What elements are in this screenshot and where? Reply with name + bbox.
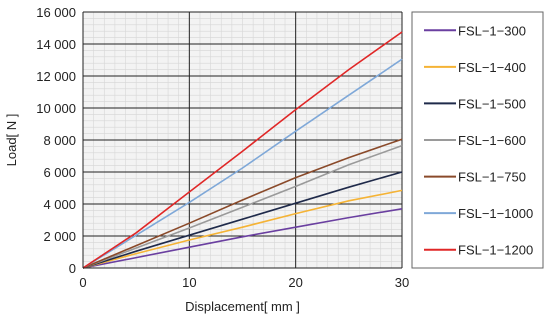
x-axis-label: Displacement[ mm ]: [185, 299, 300, 314]
y-tick-label: 12 000: [36, 69, 76, 84]
y-axis-ticks: 0 2 000 4 000 6 000 8 000 10 000 12 000 14 000 1…: [36, 5, 76, 276]
legend-label: FSL−1−500: [458, 96, 526, 111]
series-line-6: [82, 58, 403, 269]
series-layer: [82, 31, 403, 269]
x-axis-ticks: 0 10 20 30: [79, 275, 409, 290]
y-tick-label: 6 000: [43, 165, 76, 180]
y-axis-label: Load[ N ]: [4, 114, 19, 167]
y-tick-label: 14 000: [36, 37, 76, 52]
legend-label: FSL−1−300: [458, 23, 526, 38]
legend-label: FSL−1−750: [458, 170, 526, 185]
series-line-1: [82, 208, 403, 269]
y-tick-label: 10 000: [36, 101, 76, 116]
series-line-2: [82, 189, 403, 269]
series-line-5: [82, 138, 403, 269]
legend-label: FSL−1−1000: [458, 206, 533, 221]
y-tick-label: 16 000: [36, 5, 76, 20]
legend-label: FSL−1−1200: [458, 243, 533, 258]
legend: FSL−1−300 FSL−1−400 FSL−1−500 FSL−1−600 FSL−…: [424, 23, 533, 258]
x-tick-label: 20: [288, 275, 302, 290]
series-line-3: [82, 171, 403, 269]
series-line-7: [82, 31, 403, 269]
y-tick-label: 2 000: [43, 229, 76, 244]
x-tick-label: 0: [79, 275, 86, 290]
legend-label: FSL−1−600: [458, 133, 526, 148]
series-line-4: [82, 144, 403, 269]
y-tick-label: 4 000: [43, 197, 76, 212]
legend-label: FSL−1−400: [458, 60, 526, 75]
x-tick-label: 30: [395, 275, 409, 290]
x-tick-label: 10: [182, 275, 196, 290]
y-tick-label: 8 000: [43, 133, 76, 148]
y-tick-label: 0: [69, 261, 76, 276]
